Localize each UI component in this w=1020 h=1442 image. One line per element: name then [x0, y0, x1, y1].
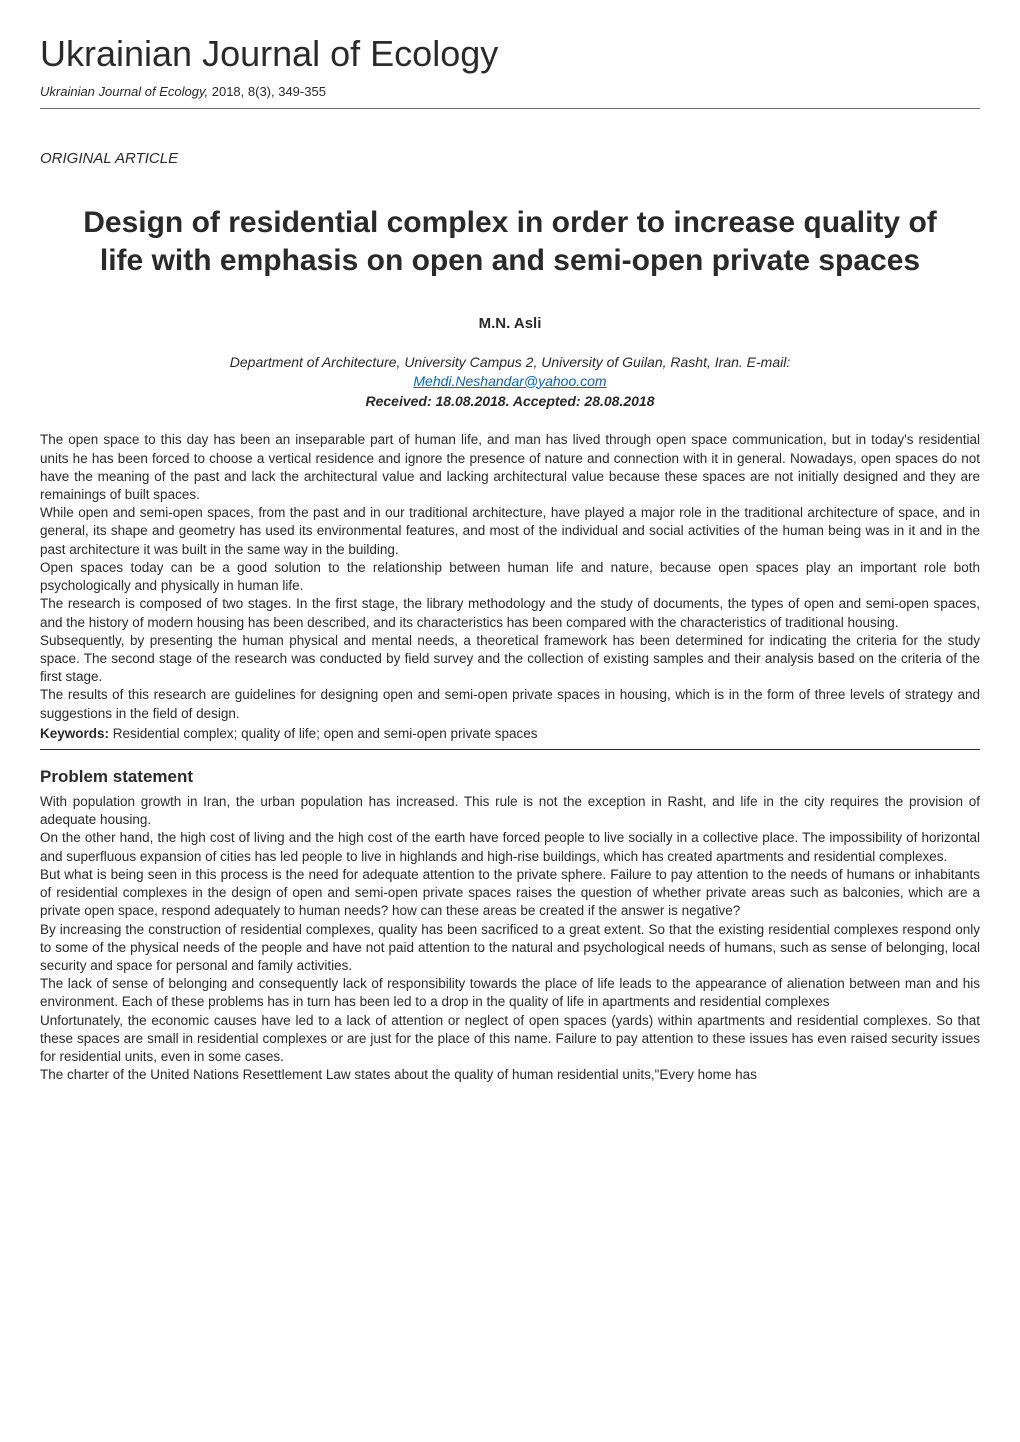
abstract-paragraph: The research is composed of two stages. …	[40, 595, 980, 631]
article-type: ORIGINAL ARTICLE	[40, 149, 980, 169]
header-rule	[40, 108, 980, 109]
body-paragraph: By increasing the construction of reside…	[40, 921, 980, 976]
author-email-link[interactable]: Mehdi.Neshandar@yahoo.com	[40, 372, 980, 391]
article-title: Design of residential complex in order t…	[40, 204, 980, 279]
journal-meta-prefix: Ukrainian Journal of Ecology,	[40, 84, 208, 99]
body-paragraph: With population growth in Iran, the urba…	[40, 793, 980, 829]
abstract-rule	[40, 749, 980, 750]
journal-meta-issue: 2018, 8(3), 349-355	[208, 84, 326, 99]
abstract-paragraph: Subsequently, by presenting the human ph…	[40, 632, 980, 687]
abstract-paragraph: The results of this research are guideli…	[40, 686, 980, 722]
abstract-paragraph: Open spaces today can be a good solution…	[40, 559, 980, 595]
journal-title: Ukrainian Journal of Ecology	[40, 30, 980, 79]
keywords: Keywords: Residential complex; quality o…	[40, 725, 980, 743]
body-paragraph: On the other hand, the high cost of livi…	[40, 829, 980, 865]
abstract-paragraph: The open space to this day has been an i…	[40, 431, 980, 504]
abstract: The open space to this day has been an i…	[40, 431, 980, 723]
section-heading: Problem statement	[40, 766, 980, 789]
article-dates: Received: 18.08.2018. Accepted: 28.08.20…	[40, 392, 980, 411]
abstract-paragraph: While open and semi-open spaces, from th…	[40, 504, 980, 559]
author-name: M.N. Asli	[40, 314, 980, 334]
keywords-label: Keywords:	[40, 726, 109, 741]
body-paragraph: Unfortunately, the economic causes have …	[40, 1012, 980, 1067]
body-paragraph: The charter of the United Nations Resett…	[40, 1066, 980, 1084]
section-body: With population growth in Iran, the urba…	[40, 793, 980, 1085]
body-paragraph: But what is being seen in this process i…	[40, 866, 980, 921]
affiliation: Department of Architecture, University C…	[40, 353, 980, 372]
body-paragraph: The lack of sense of belonging and conse…	[40, 975, 980, 1011]
keywords-text: Residential complex; quality of life; op…	[109, 726, 538, 741]
journal-meta: Ukrainian Journal of Ecology, 2018, 8(3)…	[40, 83, 980, 101]
